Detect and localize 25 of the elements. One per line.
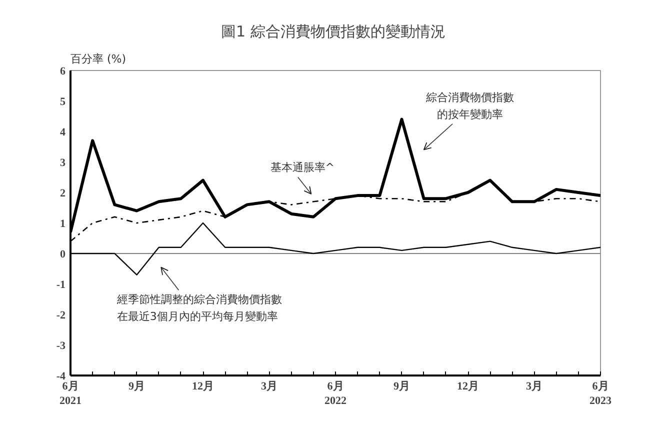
x-tick-label: 9月 <box>128 380 145 392</box>
y-tick-label: 4 <box>60 126 66 138</box>
x-tick-label: 12月 <box>192 380 214 392</box>
y-tick-label: 1 <box>60 218 66 230</box>
x-tick-label: 3月 <box>261 380 278 392</box>
y-tick-label: -1 <box>56 279 66 291</box>
y-tick-label: -3 <box>56 340 66 352</box>
annotation: 基本通脹率^ <box>270 161 334 174</box>
y-tick-label: -4 <box>56 370 66 382</box>
y-tick-label: 3 <box>60 157 66 169</box>
chart-title: 圖1 綜合消費物價指數的變動情況 <box>220 22 446 40</box>
y-axis-title: 百分率 (%) <box>70 52 126 66</box>
x-tick-label: 6月 2021 <box>60 380 82 407</box>
y-tick-label: 0 <box>60 248 66 260</box>
x-tick-label: 3月 <box>526 380 542 392</box>
y-tick-label: 2 <box>60 188 66 200</box>
x-tick-label: 6月 2023 <box>590 380 612 407</box>
annotation: 綜合消費物價指數的按年變動率 <box>425 90 514 121</box>
x-tick-label: 6月 2022 <box>324 380 347 407</box>
y-tick-label: 6 <box>60 66 66 78</box>
annotation: 經季節性調整的綜合消費物價指數在最近3個月內的平均每月變動率 <box>116 293 282 324</box>
x-tick-label: 12月 <box>457 380 479 392</box>
x-tick-label: 9月 <box>394 380 410 392</box>
y-tick-label: 5 <box>60 96 66 108</box>
y-tick-label: -2 <box>56 310 66 322</box>
